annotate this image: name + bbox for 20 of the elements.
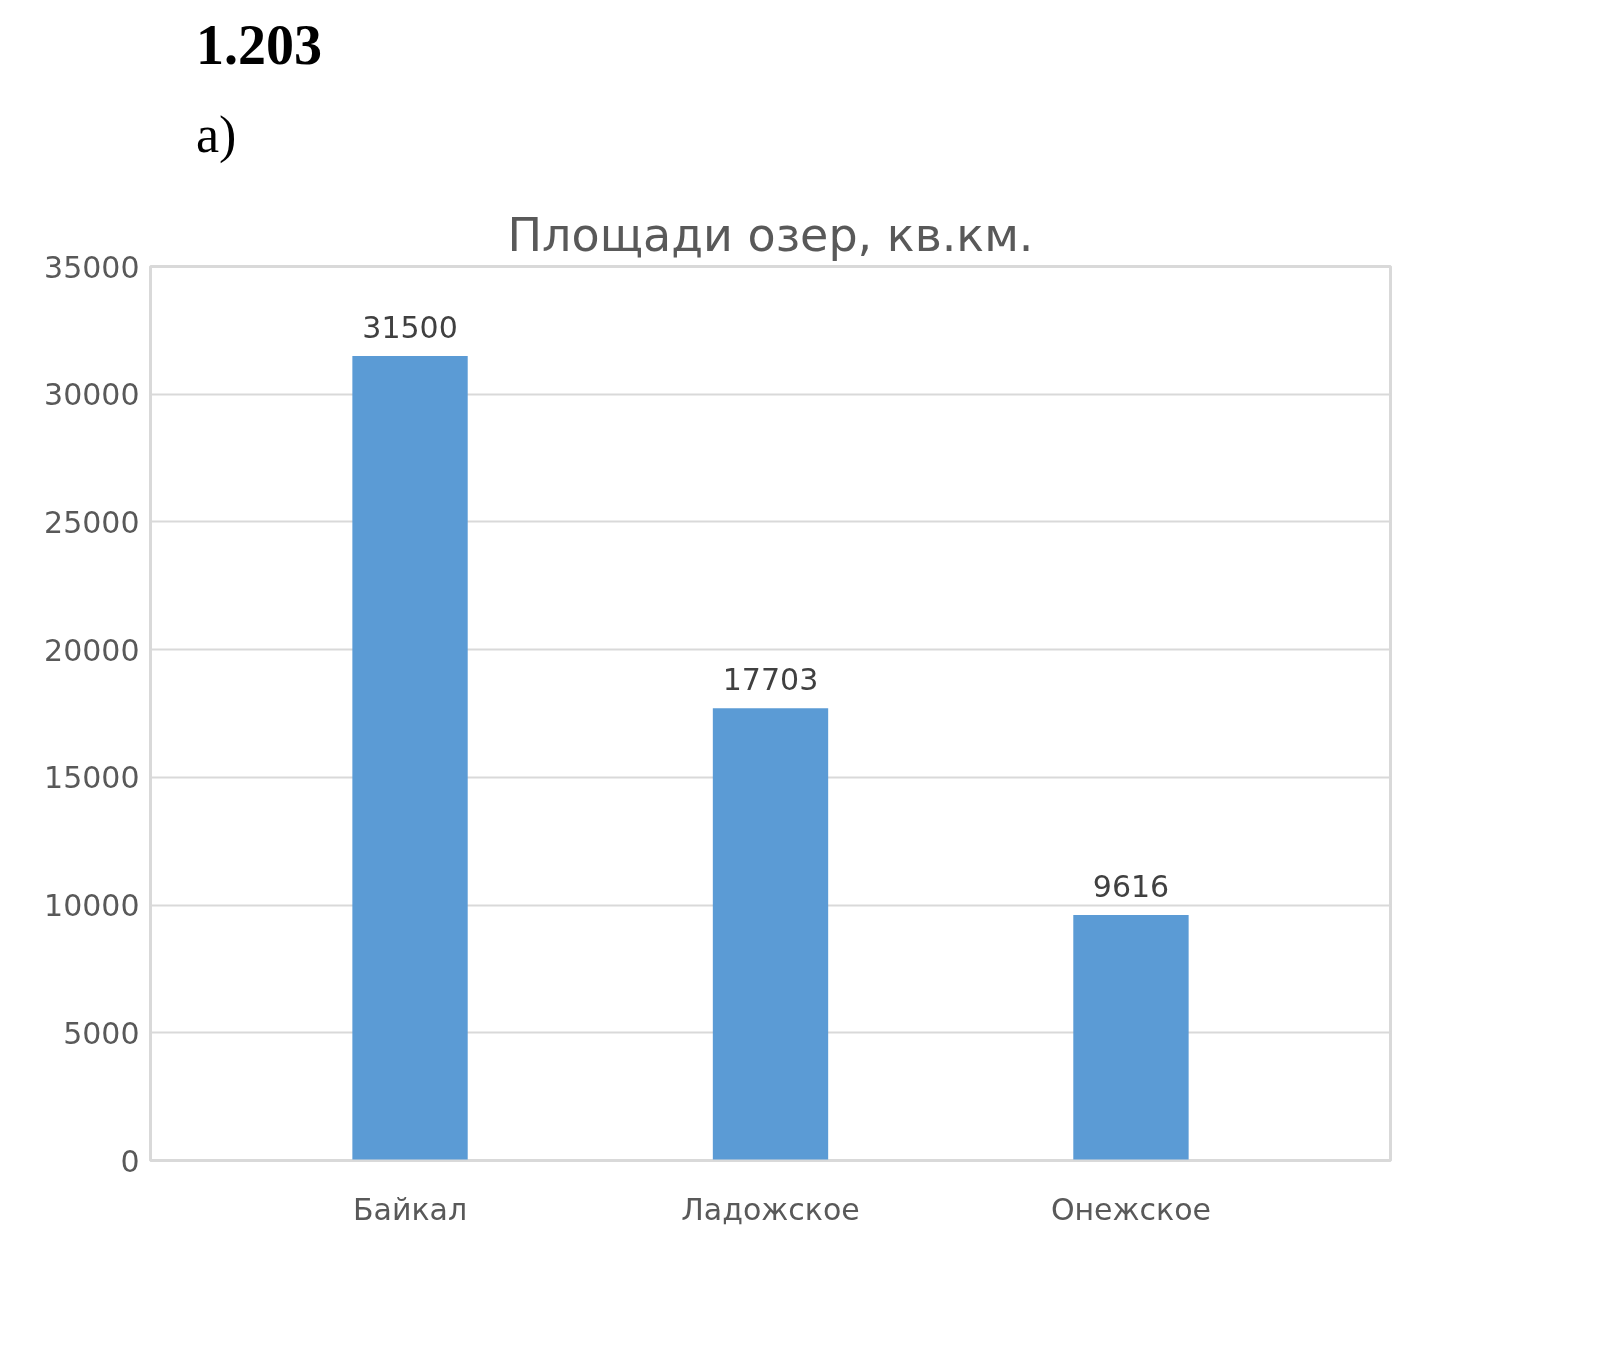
bar [352, 355, 468, 1161]
y-tick-label: 15000 [44, 760, 140, 796]
bar [712, 708, 829, 1161]
y-tick-label: 35000 [44, 249, 140, 285]
data-label: 17703 [722, 662, 819, 698]
bar [1073, 914, 1189, 1161]
x-tick-label: Онежское [1050, 1191, 1212, 1227]
chart-title: Площади озер, кв.км. [507, 207, 1034, 262]
y-tick-label: 25000 [44, 504, 140, 540]
x-tick-label: Байкал [352, 1191, 468, 1227]
text: 1.203 [196, 13, 322, 76]
y-tick-label: 20000 [44, 632, 140, 668]
y-tick-label: 30000 [44, 377, 140, 413]
y-tick-label: 0 [120, 1143, 140, 1179]
data-label: 31500 [362, 309, 458, 345]
y-tick-label: 5000 [63, 1015, 140, 1051]
text: а) [196, 106, 237, 164]
y-tick-label: 10000 [44, 888, 140, 924]
data-label: 9616 [1092, 868, 1170, 904]
x-tick-label: Ладожское [681, 1191, 860, 1227]
